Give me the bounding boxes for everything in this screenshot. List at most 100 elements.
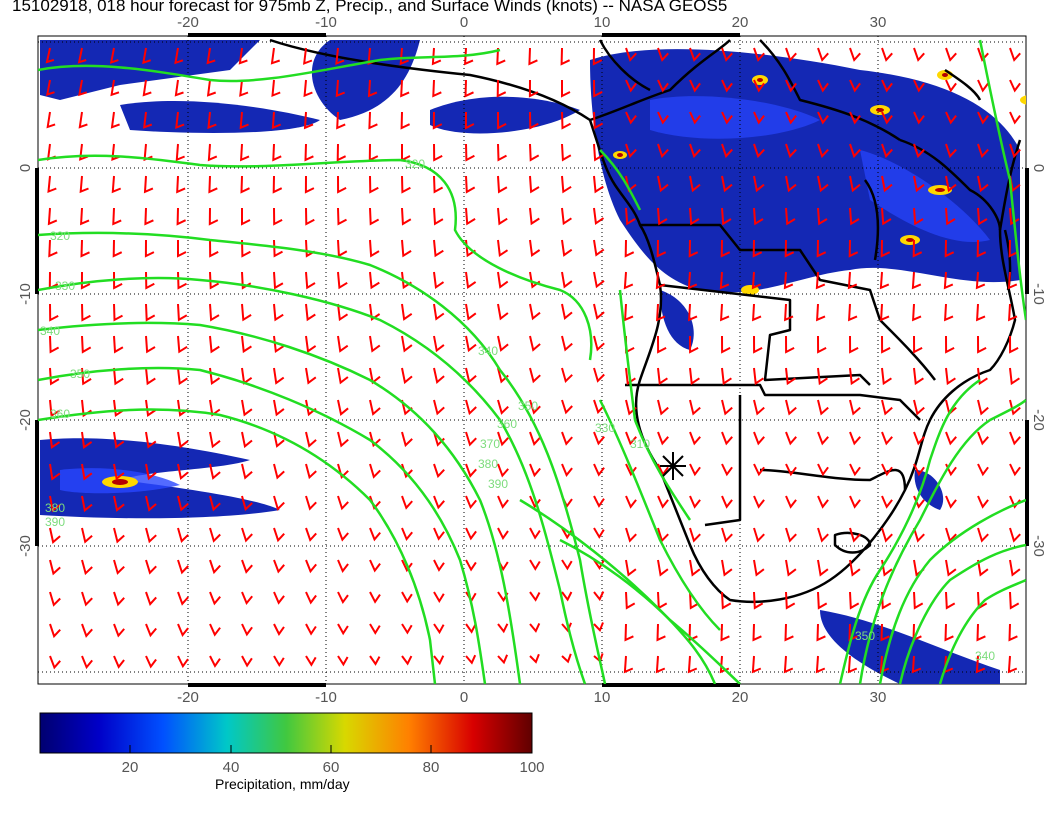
wind-barb — [273, 527, 285, 543]
wind-barb — [849, 399, 861, 416]
wind-barb — [753, 591, 764, 610]
wind-barb — [369, 239, 380, 258]
wind-barb — [657, 175, 669, 193]
colorbar-tick-label: 60 — [323, 759, 340, 776]
wind-barb — [177, 240, 187, 258]
wind-barb — [815, 271, 826, 290]
wind-barb — [880, 239, 891, 258]
wind-barb — [817, 431, 829, 446]
wind-barb — [561, 80, 571, 98]
wind-barb — [976, 623, 986, 642]
wind-barb — [719, 271, 730, 290]
colorbar: 20 40 60 80 100 — [39, 712, 545, 776]
wind-barb — [49, 463, 61, 481]
wind-barb — [561, 367, 573, 383]
wind-barb — [433, 335, 445, 353]
wind-barb — [913, 591, 924, 610]
wind-barb — [1008, 303, 1018, 322]
wind-barb — [465, 367, 477, 384]
wind-barb — [305, 591, 317, 605]
wind-barb — [561, 143, 572, 162]
wind-barb — [753, 111, 765, 125]
wind-barb — [848, 239, 859, 258]
wind-barb — [465, 527, 477, 541]
wind-barb — [401, 207, 412, 226]
wind-barb — [241, 431, 253, 449]
wind-barb — [433, 271, 445, 290]
wind-barb — [239, 79, 249, 97]
wind-barb — [305, 207, 315, 226]
wind-barb — [304, 175, 315, 194]
wind-barb — [336, 143, 347, 162]
wind-barb — [209, 271, 220, 290]
wind-barb — [879, 271, 890, 290]
height-contours — [38, 39, 1026, 684]
wind-barb — [174, 79, 184, 97]
wind-barb — [273, 655, 285, 668]
wind-barb — [49, 655, 61, 670]
wind-barb — [111, 175, 122, 194]
wind-barb — [270, 47, 281, 65]
wind-barb — [689, 399, 701, 416]
wind-barb — [943, 271, 954, 290]
contour-label: 360 — [497, 417, 517, 431]
wind-barb — [81, 495, 93, 513]
wind-barb — [465, 175, 476, 194]
wind-barb — [144, 207, 154, 226]
wind-barb — [241, 623, 253, 637]
wind-barb — [593, 527, 605, 539]
wind-barb — [337, 495, 349, 511]
wind-barb — [656, 623, 666, 642]
wind-barb — [529, 239, 541, 257]
wind-barb — [849, 47, 861, 62]
wind-barb — [657, 143, 669, 159]
wind-barb — [1008, 239, 1019, 258]
wind-barb — [847, 655, 858, 674]
colorbar-label: Precipitation, mm/day — [215, 776, 350, 792]
wind-barb — [49, 591, 61, 607]
wind-barb — [337, 591, 349, 605]
wind-barb — [625, 431, 637, 446]
wind-barb — [400, 111, 411, 130]
wind-barb — [145, 591, 157, 607]
wind-barb — [113, 527, 125, 544]
wind-barb — [49, 367, 60, 386]
wind-barb — [401, 239, 412, 258]
wind-barb — [368, 111, 378, 130]
wind-barb — [657, 431, 669, 446]
wind-barb — [303, 47, 313, 65]
wind-barb — [752, 623, 762, 642]
wind-barb — [977, 463, 989, 477]
wind-barb — [529, 399, 541, 415]
wind-barb — [879, 655, 890, 674]
wind-barb — [529, 653, 540, 664]
wind-barb — [625, 527, 637, 543]
wind-barb — [945, 431, 957, 446]
wind-barb — [465, 271, 477, 289]
wind-barb — [561, 175, 572, 194]
wind-barb — [881, 431, 893, 446]
wind-barb — [337, 623, 349, 636]
wind-barb — [496, 47, 506, 66]
lon-tick: 10 — [594, 689, 611, 706]
wind-barb — [911, 271, 922, 290]
wind-barb — [401, 591, 413, 604]
wind-barb — [593, 271, 605, 289]
wind-barb — [143, 111, 153, 129]
wind-barb — [721, 431, 733, 446]
wind-barb — [913, 527, 925, 543]
wind-barb — [433, 655, 445, 666]
wind-barb — [817, 47, 829, 62]
wind-barb — [145, 559, 157, 575]
wind-barb — [175, 143, 185, 162]
wind-barb — [305, 431, 317, 448]
wind-barb — [849, 527, 861, 543]
wind-barb — [593, 431, 605, 446]
wind-barb — [593, 495, 605, 508]
wind-barb — [305, 559, 317, 574]
wind-barb — [337, 559, 349, 573]
wind-barb — [753, 143, 765, 159]
contour-label: 310 — [630, 437, 650, 451]
wind-barb — [785, 367, 796, 386]
lon-tick: 30 — [870, 689, 887, 706]
